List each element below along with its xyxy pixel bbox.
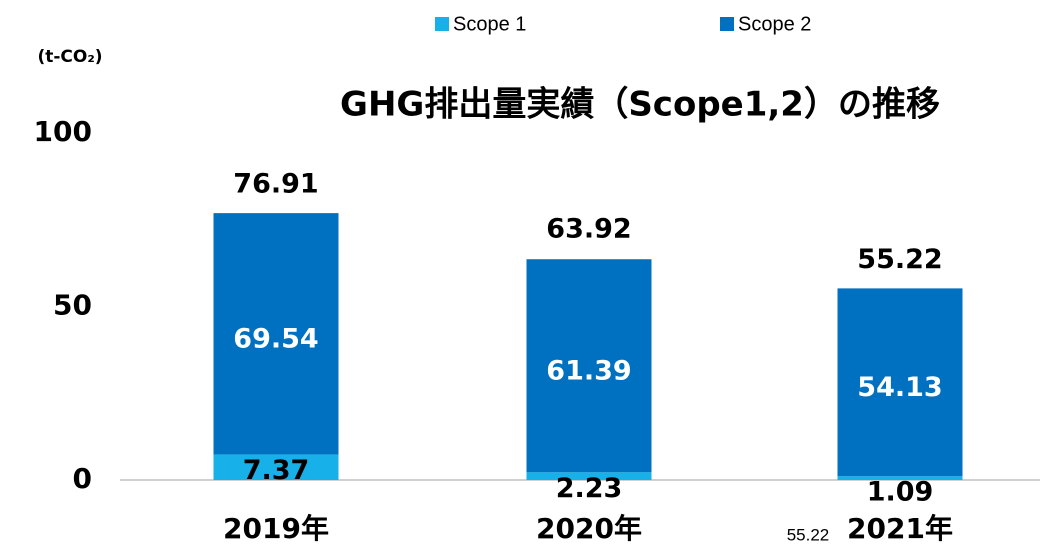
segment-label: 61.39 [546, 355, 631, 386]
total-label: 63.92 [546, 214, 631, 245]
total-label: 55.22 [857, 244, 942, 275]
legend-swatch [435, 17, 449, 31]
chart-title: GHG排出量実績（Scope1,2）の推移 [340, 85, 940, 125]
x-tick-label: 2019年 [223, 512, 329, 545]
x-tick-label: 2021年 [847, 512, 953, 545]
bar-segment [526, 472, 652, 480]
y-tick-label: 100 [34, 115, 92, 148]
bar-segment [837, 288, 963, 477]
legend-label: Scope 1 [453, 13, 526, 35]
y-tick-label: 0 [73, 462, 92, 495]
bar-segment [837, 476, 963, 480]
x-tick-label: 2020年 [536, 512, 642, 545]
total-label: 76.91 [233, 169, 318, 200]
annotation: 55.22 [787, 525, 830, 544]
y-tick-label: 50 [53, 289, 92, 322]
legend-swatch [720, 17, 734, 31]
segment-label: 69.54 [233, 323, 318, 354]
segment-label: 1.09 [867, 477, 934, 508]
legend-label: Scope 2 [738, 13, 811, 35]
y-axis-label: (t-CO₂) [37, 47, 102, 67]
segment-label: 7.37 [243, 455, 310, 486]
segment-label: 54.13 [857, 372, 942, 403]
bar-segment [526, 259, 652, 473]
bar-segment [213, 454, 339, 480]
segment-label: 2.23 [556, 473, 623, 504]
annotation-bg [768, 515, 846, 550]
bar-segment [213, 213, 339, 455]
